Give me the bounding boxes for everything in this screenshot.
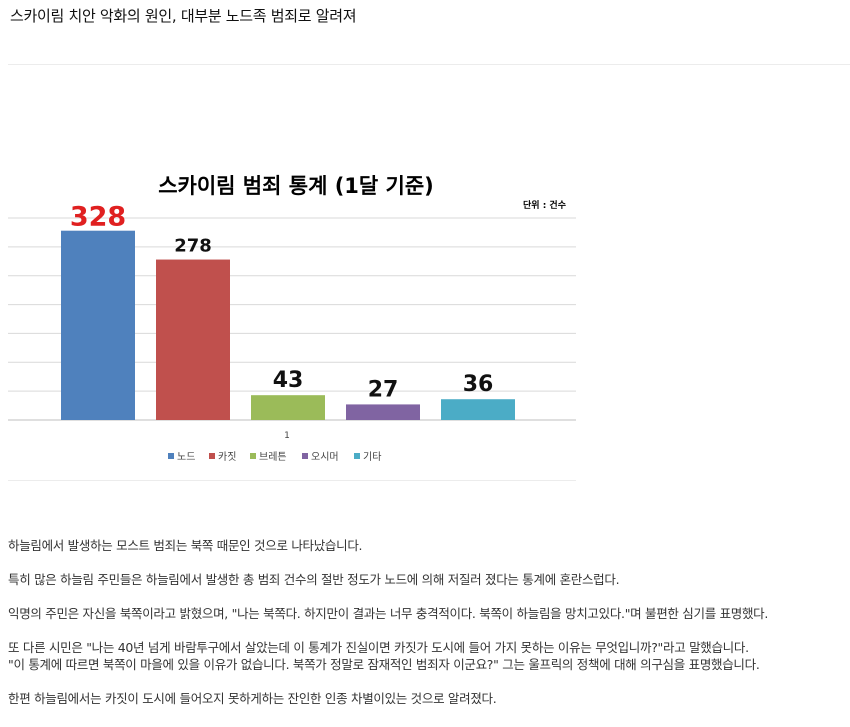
chart-legend: 노드 카짓 브레튼 오시머 기타 — [168, 451, 381, 463]
article-paragraph: 또 다른 시민은 "나는 40년 넘게 바람투구에서 살았는데 이 통계가 진실… — [8, 640, 749, 655]
bar-3 — [251, 395, 325, 420]
legend-label-3: 브레튼 — [259, 451, 287, 463]
article-paragraph: 익명의 주민은 자신을 북쪽이라고 밝혔으며, "나는 북쪽다. 하지만이 결과… — [8, 606, 769, 621]
legend-swatch-2 — [209, 453, 215, 459]
chart-divider — [8, 480, 576, 481]
bar-4 — [346, 404, 420, 420]
chart-title: 스카이림 범죄 통계 (1달 기준) — [158, 174, 434, 198]
article-headline: 스카이림 치안 악화의 원인, 대부분 노드족 범죄로 알려져 — [10, 7, 357, 25]
data-labels-group: 328 278 43 27 36 — [70, 202, 494, 403]
header-divider — [8, 64, 850, 65]
data-label-2: 278 — [174, 236, 212, 257]
chart-unit-note: 단위 : 건수 — [523, 199, 566, 211]
data-label-1: 328 — [70, 202, 126, 233]
legend-swatch-3 — [250, 453, 256, 459]
article-paragraph: 특히 많은 하늘림 주민들은 하늘림에서 발생한 총 범죄 건수의 절반 정도가… — [8, 572, 620, 587]
legend-label-4: 오시머 — [311, 451, 339, 463]
article-paragraph: "이 통계에 따르면 북쪽이 마을에 있을 이유가 없습니다. 북쪽가 정말로 … — [8, 657, 760, 672]
data-label-5: 36 — [463, 372, 494, 397]
legend-swatch-1 — [168, 453, 174, 459]
data-label-4: 27 — [368, 377, 399, 402]
bar-1 — [61, 230, 135, 420]
bar-2 — [156, 259, 230, 420]
legend-swatch-4 — [302, 453, 308, 459]
bar-5 — [441, 399, 515, 420]
article-paragraph: 한편 하늘림에서는 카짓이 도시에 들어오지 못하게하는 잔인한 인종 차별이있… — [8, 691, 497, 706]
bars-group — [61, 230, 515, 420]
x-tick-label: 1 — [284, 431, 290, 441]
article-paragraph: 하늘림에서 발생하는 모스트 범죄는 북쪽 때문인 것으로 나타났습니다. — [8, 538, 363, 553]
legend-label-1: 노드 — [177, 451, 195, 463]
legend-swatch-5 — [354, 453, 360, 459]
article-body: 하늘림에서 발생하는 모스트 범죄는 북쪽 때문인 것으로 나타났습니다. 특히… — [8, 537, 844, 707]
legend-label-5: 기타 — [363, 451, 381, 463]
legend-label-2: 카짓 — [218, 451, 236, 463]
data-label-3: 43 — [273, 368, 304, 393]
crime-chart: 스카이림 범죄 통계 (1달 기준) 단위 : 건수 328 278 43 27 36 … — [8, 160, 576, 482]
